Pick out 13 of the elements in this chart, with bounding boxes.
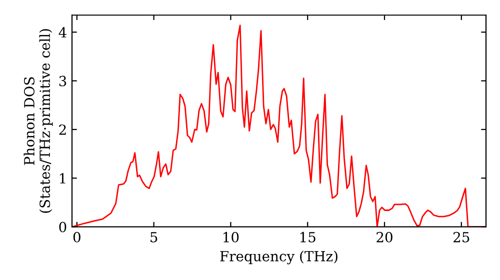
y-tick-label: 1 [60,173,66,184]
y-tick-label: 0 [59,222,66,232]
x-tick-label: 20 [376,232,392,242]
y-tick-label: 4 [58,27,66,38]
x-tick-label: 10 [224,232,239,242]
x-tick-label: 15 [300,232,316,242]
y-tick-label: 3 [59,76,66,86]
y-axis-title: Phonon DOS (States/THz·primitive cell) [24,29,53,213]
x-tick-label: 0 [73,232,80,242]
x-axis-title: Frequency (THz) [220,250,338,264]
x-tick-label: 25 [454,232,470,242]
y-tick-label: 2 [59,124,66,135]
x-tick-label: 5 [150,232,158,242]
